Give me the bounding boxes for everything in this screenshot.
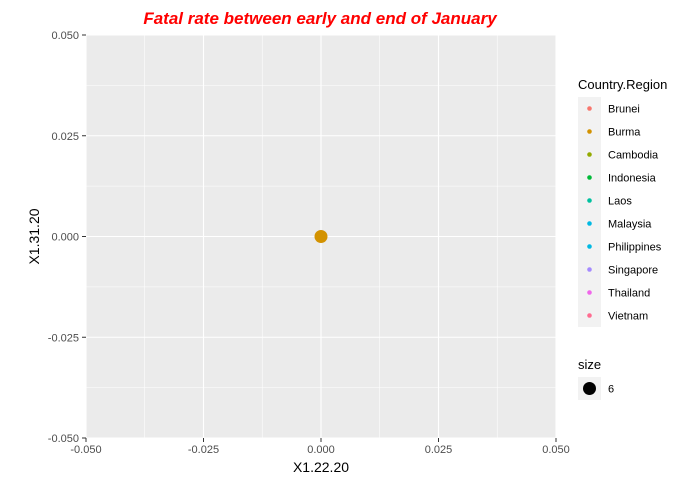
legend-swatch-laos xyxy=(587,198,592,203)
y-tick-label-0: -0.050 xyxy=(48,433,79,445)
legend-label-singapore: Singapore xyxy=(608,265,658,277)
x-tick-label-4: 0.050 xyxy=(542,444,570,456)
size-legend-label-6: 6 xyxy=(608,384,614,396)
legend-label-laos: Laos xyxy=(608,196,632,208)
legend-label-burma: Burma xyxy=(608,127,641,139)
size-legend-swatch-6 xyxy=(583,382,596,395)
x-axis-title: X1.22.20 xyxy=(293,459,349,475)
legend-swatch-philippines xyxy=(587,244,592,249)
legend-label-vietnam: Vietnam xyxy=(608,311,648,323)
legend-label-malaysia: Malaysia xyxy=(608,219,652,231)
x-tick-label-0: -0.050 xyxy=(70,444,101,456)
legend-key-background xyxy=(578,97,601,327)
x-tick-label-2: 0.000 xyxy=(307,444,335,456)
legend-title-country-region: Country.Region xyxy=(578,77,667,92)
x-tick-label-3: 0.025 xyxy=(425,444,453,456)
x-tick-label-1: -0.025 xyxy=(188,444,219,456)
y-tick-label-1: -0.025 xyxy=(48,332,79,344)
legend-swatch-brunei xyxy=(587,106,592,111)
data-points xyxy=(314,230,328,243)
legend-swatch-indonesia xyxy=(587,175,592,180)
y-tick-label-4: 0.050 xyxy=(51,30,79,42)
legend-label-cambodia: Cambodia xyxy=(608,150,659,162)
legend-swatch-vietnam xyxy=(587,313,592,318)
legend-label-brunei: Brunei xyxy=(608,104,640,116)
legend-label-philippines: Philippines xyxy=(608,242,662,254)
x-axis: -0.050 -0.025 0.000 0.025 0.050 xyxy=(70,438,570,456)
legend-swatch-burma xyxy=(587,129,592,134)
legend-swatch-thailand xyxy=(587,290,592,295)
legend-swatch-cambodia xyxy=(587,152,592,157)
data-point-burma xyxy=(314,230,328,243)
y-axis-title: X1.31.20 xyxy=(26,208,42,264)
legend: Country.Region size Brunei Burma Cambodia I… xyxy=(578,77,667,400)
legend-label-thailand: Thailand xyxy=(608,288,650,300)
legend-swatch-malaysia xyxy=(587,221,592,226)
y-axis: -0.050 -0.025 0.000 0.025 0.050 xyxy=(48,30,86,445)
y-tick-label-3: 0.025 xyxy=(51,131,79,143)
chart-title: Fatal rate between early and end of Janu… xyxy=(143,9,498,28)
y-tick-label-2: 0.000 xyxy=(51,232,79,244)
legend-title-size: size xyxy=(578,357,601,372)
legend-label-indonesia: Indonesia xyxy=(608,173,657,185)
legend-swatch-singapore xyxy=(587,267,592,272)
